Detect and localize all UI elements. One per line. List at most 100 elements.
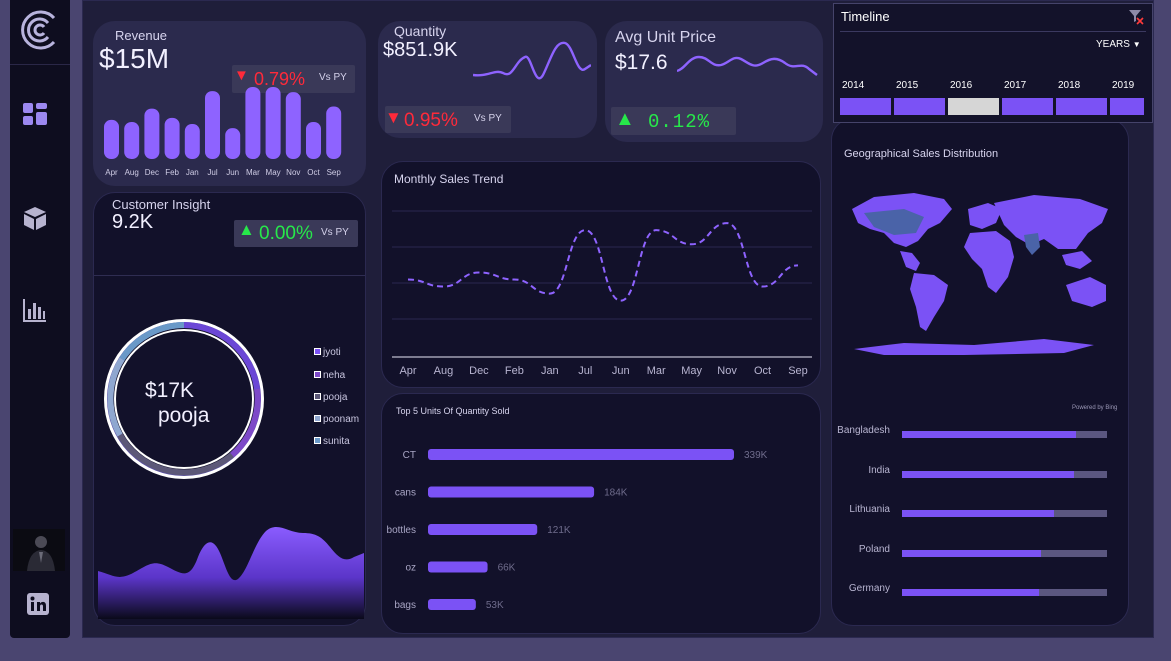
timeline-year-segment[interactable] — [948, 98, 999, 115]
revenue-tick-label: Mar — [246, 168, 260, 177]
timeline-year-label: 2014 — [842, 80, 865, 91]
avg-price-value: $17.6 — [615, 51, 668, 74]
avg-price-change-badge: ▲ 0.12% — [611, 107, 736, 135]
quantity-sparkline — [473, 41, 591, 80]
timeline-year-label: 2019 — [1112, 80, 1135, 91]
chevron-down-icon: ▼ — [1132, 40, 1141, 49]
customer-area-chart — [98, 527, 364, 619]
donut-slice-jyoti — [183, 322, 260, 390]
revenue-tick-label: Nov — [286, 168, 300, 177]
donut-slice-poonam — [107, 357, 125, 437]
timeline-year-segment[interactable] — [1110, 98, 1144, 115]
map-southeast-asia — [1062, 251, 1092, 269]
customer-divider — [94, 275, 365, 276]
linkedin-icon[interactable] — [27, 593, 49, 615]
map-south-america — [910, 273, 948, 331]
avg-price-title: Avg Unit Price — [615, 29, 717, 46]
timeline-title: Timeline — [841, 9, 890, 24]
clear-filter-icon[interactable] — [1128, 9, 1144, 25]
country-label: Germany — [848, 583, 890, 594]
legend-item: poonam — [314, 414, 359, 425]
revenue-tick-label: Sep — [327, 168, 342, 177]
customer-vs: Vs PY — [321, 227, 349, 238]
quantity-card: Quantity $851.9K ▼ 0.95% Vs PY — [378, 21, 597, 138]
map-africa — [964, 231, 1014, 293]
top5-bar — [428, 561, 488, 573]
timeline-year-segment[interactable] — [840, 98, 891, 115]
timeline-year-label: 2015 — [896, 80, 919, 91]
map-asia — [994, 195, 1108, 249]
country-label: Poland — [858, 543, 890, 555]
map-antarctica — [854, 339, 1094, 355]
timeline-year-label: 2016 — [950, 80, 973, 91]
sidebar — [10, 0, 70, 638]
top5-category-label: CT — [403, 450, 416, 461]
country-label: Bangladesh — [837, 425, 890, 436]
map-europe — [968, 203, 1002, 229]
top5-value-label: 121K — [547, 525, 571, 536]
map-australia — [1066, 277, 1106, 307]
dashboard-icon[interactable] — [22, 101, 48, 127]
legend-item: neha — [314, 370, 345, 381]
revenue-vs: Vs PY — [319, 72, 347, 83]
revenue-tick-label: Oct — [307, 168, 320, 177]
revenue-tick-label: Aug — [125, 168, 139, 177]
monthly-tick-label: Oct — [754, 365, 771, 377]
donut-value: $17K — [145, 379, 195, 402]
country-bar-fill — [902, 431, 1077, 438]
map-credit: Powered by Bing — [1072, 405, 1118, 411]
top5-value-label: 339K — [744, 450, 768, 461]
customer-value: 9.2K — [112, 211, 154, 233]
revenue-title: Revenue — [115, 28, 168, 43]
revenue-bar — [164, 117, 180, 159]
revenue-bar — [306, 121, 321, 159]
legend-item: sunita — [314, 436, 350, 447]
country-bars: Bangladesh India Lithuania Poland Germany — [832, 419, 1130, 609]
top5-category-label: oz — [405, 563, 416, 574]
monthly-tick-label: Jun — [612, 365, 630, 377]
monthly-line-chart: Apr Aug Dec Feb Jan Jul Jun Mar May Nov Oct Sep — [392, 210, 812, 377]
monthly-sales-card: Monthly Sales Trend Apr Aug Dec Feb Jan Jul Ju… — [381, 161, 821, 388]
top5-card: Top 5 Units Of Quantity Sold CT 339K cans 1… — [381, 393, 821, 634]
sidebar-divider — [10, 64, 70, 65]
revenue-bar — [265, 87, 281, 159]
monthly-tick-label: Jul — [578, 365, 592, 377]
top5-bar — [428, 524, 538, 535]
timeline-year-segment[interactable] — [1056, 98, 1107, 115]
revenue-bar — [104, 119, 119, 159]
timeline-unit-select[interactable]: YEARS ▼ — [1096, 39, 1141, 50]
country-label: India — [868, 464, 890, 476]
monthly-sales-line — [407, 222, 799, 302]
monthly-tick-label: Sep — [788, 365, 808, 377]
up-arrow-icon: ▲ — [238, 220, 255, 239]
up-arrow-icon: ▲ — [615, 108, 635, 130]
timeline-year-label: 2018 — [1058, 80, 1081, 91]
avg-price-sparkline — [677, 55, 818, 76]
revenue-card: Revenue $15M ▼ 0.79% Vs PY Apr Aug Dec Feb J… — [93, 21, 366, 186]
revenue-bar — [205, 91, 220, 159]
bar-chart-icon[interactable] — [22, 297, 48, 323]
revenue-change: 0.79% — [254, 69, 306, 89]
revenue-bar — [184, 124, 200, 159]
profile-photo[interactable] — [13, 529, 65, 571]
revenue-bar — [285, 92, 301, 159]
timeline-years: 2014 2015 2016 2017 2018 2019 — [840, 80, 1146, 118]
legend-item: pooja — [314, 392, 347, 403]
box-icon[interactable] — [22, 205, 48, 231]
top5-category-label: bottles — [387, 525, 416, 536]
logo-icon[interactable] — [18, 8, 62, 52]
timeline-year-segment[interactable] — [1002, 98, 1053, 115]
customer-title: Customer Insight — [112, 197, 211, 212]
revenue-tick-label: Dec — [145, 168, 159, 177]
timeline-year-label: 2017 — [1004, 80, 1027, 91]
customer-donut — [104, 319, 264, 479]
timeline-year-segment[interactable] — [894, 98, 945, 115]
avg-price-change: 0.12% — [648, 111, 711, 133]
monthly-tick-label: May — [681, 365, 702, 377]
legend-item: jyoti — [314, 347, 341, 358]
revenue-bar-chart: Apr Aug Dec Feb Jan Jul Jun Mar May Nov Oct Sep — [104, 87, 342, 177]
revenue-tick-label: Jul — [207, 168, 217, 177]
country-bar-fill — [902, 549, 1042, 557]
map-central-america — [900, 251, 920, 271]
quantity-change-badge: ▼ 0.95% Vs PY — [385, 106, 511, 133]
